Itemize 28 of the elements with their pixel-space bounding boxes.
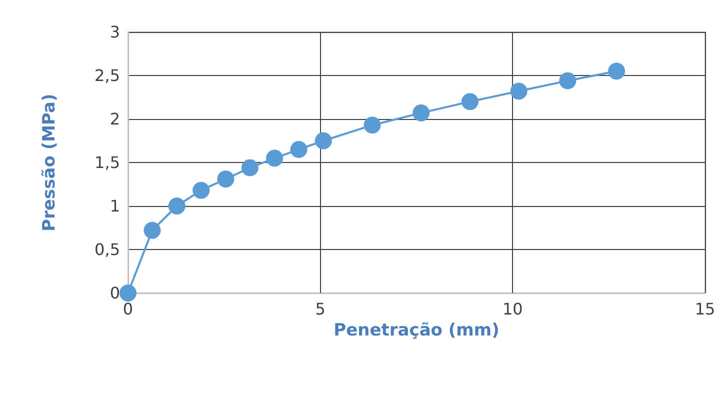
point <box>608 62 626 80</box>
y-tick-label: 0 <box>110 284 120 302</box>
point <box>412 104 430 122</box>
point <box>217 170 234 188</box>
y-tick-label: 1,5 <box>94 153 120 172</box>
x-tick-label: 10 <box>502 300 523 318</box>
x-tick-label: 15 <box>694 300 716 318</box>
y-tick-label: 3 <box>110 22 120 42</box>
point <box>144 222 161 239</box>
point <box>120 284 136 302</box>
y-axis-title: Pressão (MPa) <box>40 94 60 232</box>
point <box>559 72 576 90</box>
y-tick-label: 1 <box>110 196 120 216</box>
point <box>364 116 381 134</box>
point <box>168 198 186 214</box>
point <box>192 182 210 199</box>
y-tick-label: 2 <box>110 110 120 128</box>
x-axis-title: Penetração (mm) <box>334 320 500 340</box>
x-tick-label: 0 <box>122 300 134 318</box>
point <box>510 82 528 100</box>
point <box>314 132 332 150</box>
point <box>461 93 478 110</box>
point <box>290 140 308 158</box>
y-tick-label: 2,5 <box>94 66 120 85</box>
point <box>241 159 258 176</box>
y-tick-label: 0,5 <box>94 240 120 259</box>
x-tick-label: 5 <box>315 300 326 318</box>
point <box>266 150 284 167</box>
